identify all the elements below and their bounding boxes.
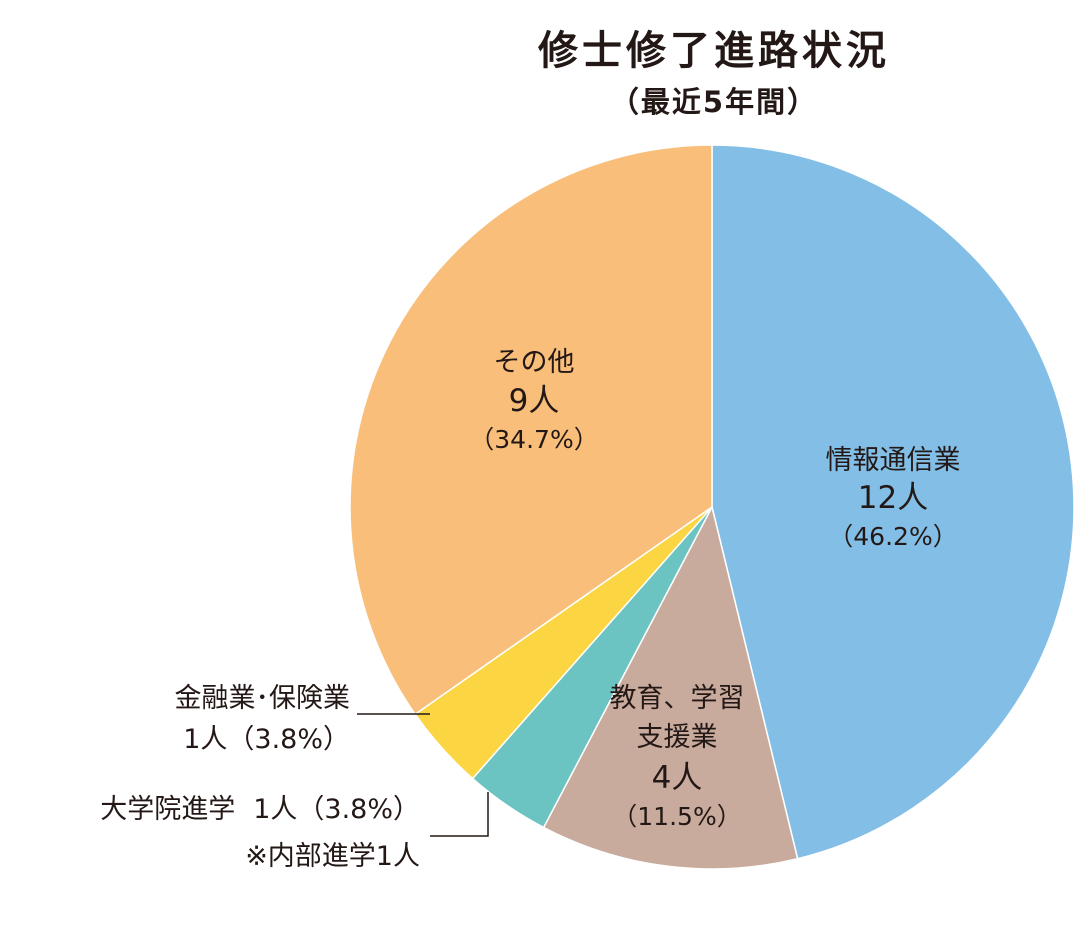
slice-label-finance: 金融業･保険業 1人（3.8%） (175, 683, 430, 755)
slice-label-name-line2: 支援業 (637, 722, 718, 753)
slice-label-percent: （3.8%） (297, 794, 420, 825)
chart-title: 修士修了進路状況 (538, 28, 890, 74)
slice-label-name: その他 (494, 347, 575, 378)
slice-label-percent: （46.2%） (828, 522, 957, 551)
slice-info-comm (711, 144, 1075, 860)
slice-other (349, 144, 713, 716)
slice-label-count-percent: 1人（3.8%） (183, 724, 350, 755)
slice-label-count: 4人 (652, 760, 703, 796)
slice-label-percent: （34.7%） (469, 425, 598, 454)
slice-label-count: 1人 (183, 724, 227, 755)
slice-label-percent: （11.5%） (612, 802, 741, 831)
slice-label-name-count-percent: 大学院進学 1人（3.8%） (100, 794, 420, 825)
leader-line (430, 792, 489, 837)
slice-label-count: 12人 (858, 480, 928, 516)
slice-label-name: 大学院進学 (100, 794, 235, 825)
slice-label-name: 金融業･保険業 (175, 683, 351, 714)
slice-label-note: ※内部進学1人 (245, 841, 420, 872)
slice-label-count: 9人 (509, 383, 560, 419)
slice-label-percent: （3.8%） (227, 724, 350, 755)
slice-education (542, 504, 799, 870)
slice-label-education: 教育、学習 支援業 4人 （11.5%） (610, 683, 745, 831)
slice-label-count: 1人 (253, 794, 297, 825)
slice-label-other: その他 9人 （34.7%） (469, 347, 598, 454)
slice-label-info-comm: 情報通信業 12人 （46.2%） (826, 445, 961, 551)
slice-label-grad-school: 大学院進学 1人（3.8%） ※内部進学1人 (100, 792, 489, 872)
slice-label-name: 情報通信業 (826, 445, 961, 476)
pie-slices (349, 144, 1075, 870)
chart-subtitle: （最近5年間） (610, 85, 818, 119)
slice-label-name-line1: 教育、学習 (610, 683, 745, 714)
